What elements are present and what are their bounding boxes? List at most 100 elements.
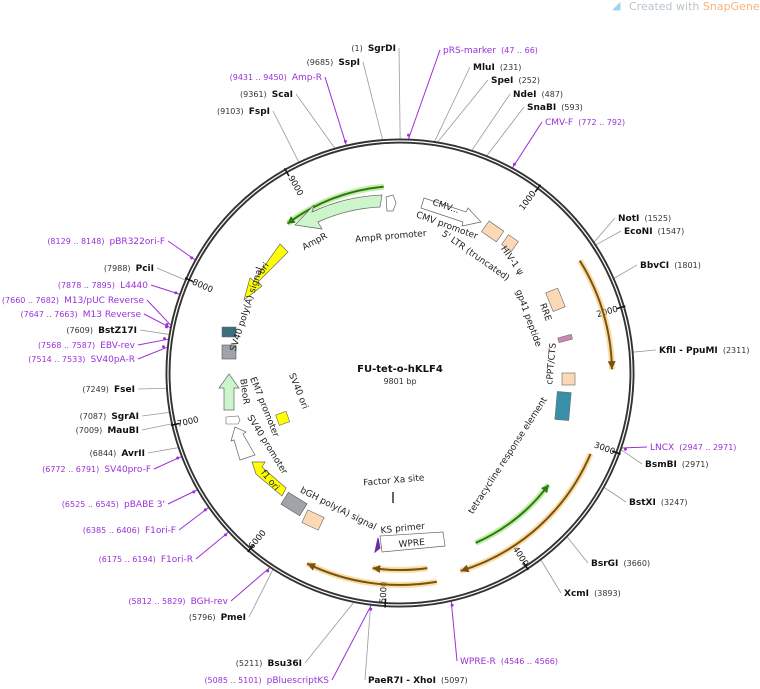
primer-pbr322ori-f[interactable]: (8129 .. 8148) pBR322ori-F (47, 229, 165, 248)
leader-line (324, 76, 347, 146)
orf-arc[interactable] (578, 260, 613, 370)
primer-bgh-rev[interactable]: (5812 .. 5829) BGH-rev (128, 589, 228, 608)
site-bbvci[interactable]: BbvCI (1801) (640, 253, 701, 272)
label-gp41: gp41 peptide (513, 288, 543, 348)
feature-gray-block[interactable] (221, 344, 237, 360)
feature-rre[interactable] (545, 287, 566, 312)
leader-line (141, 423, 172, 431)
feature-wpre[interactable] (379, 531, 446, 553)
primer-m13-puc-reverse[interactable]: (7660 .. 7682) M13/pUC Reverse (2, 288, 145, 307)
orf-arc-green[interactable] (286, 185, 384, 225)
tick-mark (283, 167, 290, 177)
feature-ampr-promoter[interactable] (385, 194, 397, 212)
site-avrii[interactable]: (6844) AvrII (90, 441, 145, 460)
leader-line (471, 93, 511, 151)
leader-line (540, 559, 562, 594)
orf-arc-green[interactable] (475, 484, 550, 544)
orf-arc[interactable] (306, 562, 437, 586)
site-position: (2947 .. 2971) (679, 443, 736, 452)
tick-mark (611, 450, 621, 455)
site-scai[interactable]: (9361) ScaI (240, 82, 293, 101)
site-snabi[interactable]: SnaBI (593) (527, 95, 583, 114)
primer-m13-reverse[interactable]: (7647 .. 7663) M13 Reverse (21, 302, 142, 321)
orf-arc[interactable] (460, 453, 592, 572)
site-bstxi[interactable]: BstXI (3247) (629, 490, 688, 509)
feature-tre[interactable] (554, 391, 572, 421)
primer-cmv-f[interactable]: CMV-F (772 .. 792) (545, 110, 625, 129)
primer-amp-r[interactable]: (9431 .. 9450) Amp-R (230, 65, 322, 84)
feature-cppt-cts[interactable] (561, 372, 576, 386)
feature-5ltr[interactable] (481, 220, 505, 243)
site-pcii[interactable]: (7988) PciI (104, 256, 154, 275)
feature-gp41[interactable] (557, 333, 573, 344)
site-maubi[interactable]: (7009) MauBI (76, 418, 139, 437)
site-pmei[interactable]: (5796) PmeI (189, 605, 246, 624)
primer-sv40pa-r[interactable]: (7514 .. 7533) SV40pA-R (28, 347, 135, 366)
site-econi[interactable]: EcoNI (1547) (624, 219, 684, 238)
site-position: (3660) (624, 559, 651, 568)
feature-f1-ori[interactable] (251, 461, 287, 497)
leader-line (304, 602, 355, 664)
site-name: MauBI (107, 426, 139, 436)
site-fsei[interactable]: (7249) FseI (82, 377, 135, 396)
site-position: (1) (351, 44, 362, 53)
leader-line (437, 79, 489, 143)
site-sgrai[interactable]: (7087) SgrAI (80, 404, 139, 423)
site-bsmbi[interactable]: BsmBI (2971) (645, 452, 709, 471)
feature-sv40-ori[interactable] (275, 410, 291, 426)
feature-misc-bgh[interactable] (301, 509, 325, 531)
site-kfli-ppumi[interactable]: KflI - PpuMI (2311) (659, 338, 749, 357)
feature-ori[interactable] (243, 243, 289, 301)
tick-label: 1000 (518, 189, 539, 212)
site-name: SV40pro-F (104, 465, 151, 475)
site-mlui[interactable]: MluI (231) (473, 55, 521, 74)
site-paer7i-xhoi[interactable]: PaeR7I - XhoI (5097) (368, 668, 468, 687)
leader-line (137, 346, 168, 360)
site-position: (5796) (189, 613, 216, 622)
site-position: (1547) (658, 227, 685, 236)
primer-wpre-r[interactable]: WPRE-R (4546 .. 4566) (460, 649, 558, 668)
site-bsrgi[interactable]: BsrGI (3660) (591, 551, 650, 570)
primer-f1ori-r[interactable]: (6175 .. 6194) F1ori-R (99, 547, 193, 566)
primer-ebv-rev[interactable]: (7568 .. 7587) EBV-rev (38, 333, 136, 352)
feature-bleor[interactable] (218, 373, 240, 411)
feature-em7-promoter[interactable] (225, 415, 241, 425)
site-bsu36i[interactable]: (5211) Bsu36I (236, 651, 302, 670)
feature-hiv-psi[interactable] (501, 234, 519, 252)
primer-f1ori-f[interactable]: (6385 .. 6406) F1ori-F (83, 518, 176, 537)
orf-arc-arrowhead (372, 565, 381, 573)
site-spei[interactable]: SpeI (252) (491, 68, 540, 87)
site-ndei[interactable]: NdeI (487) (513, 82, 563, 101)
site-position: (7514 .. 7533) (28, 355, 85, 364)
primer-marker (343, 139, 347, 143)
feature-sv40-promoter[interactable] (230, 426, 256, 461)
feature-cmv-promoter[interactable] (420, 197, 482, 227)
leader-line (362, 61, 384, 140)
primer-pbluescriptks[interactable]: (5085 .. 5101) pBluescriptKS (204, 668, 329, 687)
primer-pbabe-3-[interactable]: (6525 .. 6545) pBABE 3' (62, 492, 165, 511)
svg-text:(7249) FseI: (7249) FseI (82, 377, 135, 396)
svg-text:KflI - PpuMI (2311): KflI - PpuMI (2311) (659, 338, 749, 357)
feature-ampr[interactable] (294, 194, 383, 230)
primer-marker (224, 533, 228, 537)
primer-prs-marker[interactable]: pRS-marker (47 .. 66) (443, 38, 538, 57)
feature-bgh-polya[interactable] (280, 491, 308, 517)
svg-text:(1) SgrDI: (1) SgrDI (351, 36, 396, 55)
svg-text:(7647 .. 7663) M13 Reverse: (7647 .. 7663) M13 Reverse (21, 302, 142, 321)
primer-sv40pro-f[interactable]: (6772 .. 6791) SV40pro-F (42, 457, 151, 476)
feature-sv40-polya[interactable] (221, 326, 237, 338)
primer-l4440[interactable]: (7878 .. 7895) L4440 (58, 273, 148, 292)
site-fspi[interactable]: (9103) FspI (217, 99, 270, 118)
site-noti[interactable]: NotI (1525) (618, 206, 671, 225)
primer-marker (266, 569, 270, 573)
site-position: (2971) (682, 460, 709, 469)
site-name: SnaBI (527, 103, 556, 113)
site-sspi[interactable]: (9685) SspI (307, 50, 360, 69)
site-xcmi[interactable]: XcmI (3893) (564, 581, 621, 600)
site-sgrdi[interactable]: (1) SgrDI (351, 36, 396, 55)
site-name: ScaI (272, 90, 293, 100)
primer-lncx[interactable]: LNCX (2947 .. 2971) (650, 435, 736, 454)
site-bstz17i[interactable]: (7609) BstZ17I (66, 318, 137, 337)
feature-ks-primer[interactable] (374, 537, 381, 554)
watermark-brand: SnapGene (703, 0, 760, 13)
